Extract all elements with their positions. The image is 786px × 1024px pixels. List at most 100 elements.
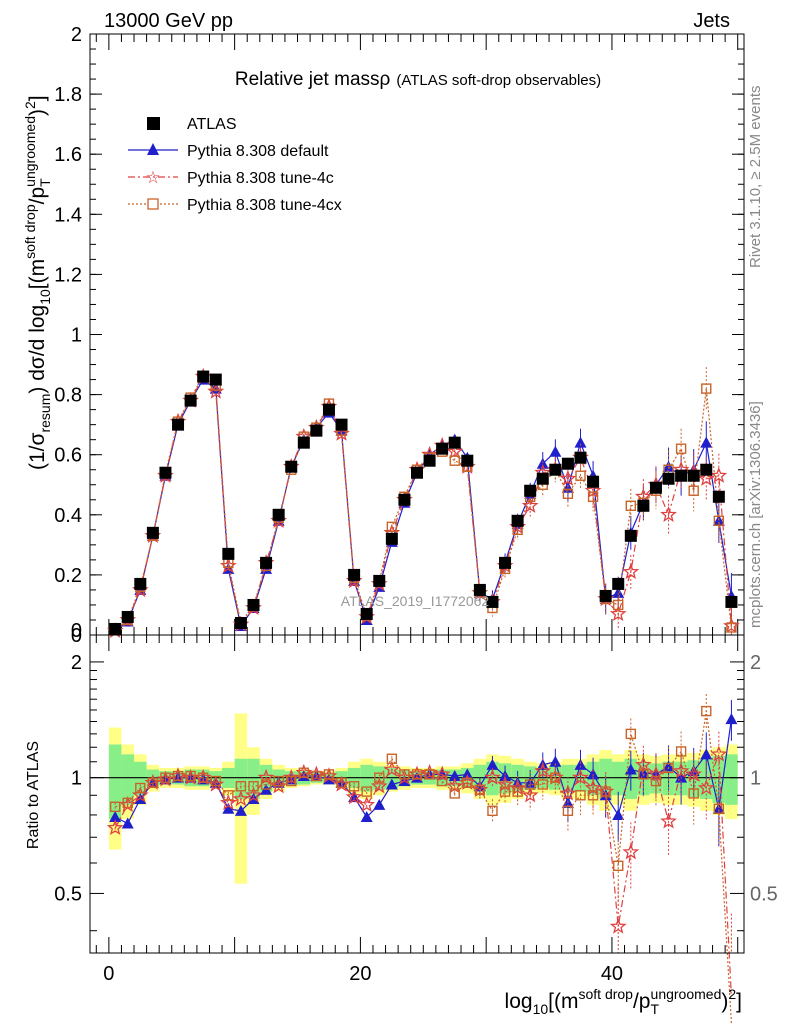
ratio-point-tune4cx bbox=[701, 705, 712, 717]
ratio-y-tick-label-right: 1 bbox=[750, 768, 761, 790]
ratio-point-tune4cx bbox=[638, 769, 649, 780]
ratio-point-tune4c bbox=[383, 760, 401, 777]
band-inner-bin bbox=[134, 761, 147, 796]
y-tick-label: 1.2 bbox=[54, 264, 82, 286]
point-default bbox=[549, 445, 562, 457]
legend-label-default: Pythia 8.308 default bbox=[187, 143, 329, 160]
point-atlas bbox=[398, 493, 411, 506]
ratio-point-default bbox=[121, 817, 134, 829]
ratio-point-tune4cx bbox=[474, 784, 486, 796]
point-tune4c bbox=[446, 442, 464, 459]
y-tick-label: 0.2 bbox=[54, 565, 82, 587]
ratio-point-default bbox=[234, 804, 247, 816]
line-tune4c bbox=[114, 375, 732, 632]
point-atlas bbox=[297, 436, 310, 449]
point-atlas bbox=[197, 370, 210, 383]
ratio-point-default bbox=[612, 808, 625, 820]
ratio-point-default bbox=[549, 755, 562, 767]
point-atlas bbox=[335, 418, 348, 431]
ratio-point-tune4cx bbox=[562, 805, 574, 817]
ratio-point-default bbox=[587, 768, 600, 780]
ratio-point-default bbox=[222, 802, 235, 814]
ratio-point-tune4c bbox=[572, 768, 589, 785]
ratio-point-default bbox=[637, 766, 650, 778]
point-atlas bbox=[272, 508, 285, 521]
ratio-point-tune4cx bbox=[185, 770, 196, 782]
ratio-point-tune4c bbox=[245, 786, 262, 803]
point-atlas bbox=[234, 616, 247, 629]
y-tick-label: 0 bbox=[71, 620, 82, 642]
ratio-point-tune4cx bbox=[172, 770, 184, 782]
ratio-point-tune4cx bbox=[487, 805, 498, 817]
ratio-point-tune4cx bbox=[223, 790, 234, 801]
ratio-point-tune4cx bbox=[386, 753, 398, 764]
point-atlas bbox=[360, 607, 373, 620]
point-atlas bbox=[448, 436, 461, 449]
svg-text:(1/σresum) dσ/d log10[(msoft d: (1/σresum) dσ/d log10[(msoft drop/pTungr… bbox=[22, 95, 53, 470]
point-atlas bbox=[411, 466, 423, 479]
point-default bbox=[209, 382, 222, 394]
point-atlas bbox=[322, 403, 335, 416]
ratio-point-tune4cx bbox=[499, 786, 511, 797]
point-atlas bbox=[561, 457, 574, 470]
point-atlas bbox=[373, 574, 386, 587]
point-atlas bbox=[574, 451, 587, 464]
ratio-point-tune4cx bbox=[675, 746, 687, 757]
point-atlas bbox=[624, 529, 637, 542]
line-tune4cx bbox=[114, 375, 732, 631]
ratio-point-tune4cx bbox=[399, 769, 410, 780]
point-tune4c bbox=[710, 466, 728, 483]
ratio-point-tune4cx bbox=[248, 781, 259, 792]
ratio-point-tune4c bbox=[622, 843, 640, 860]
watermark: ATLAS_2019_I1772062 bbox=[341, 593, 490, 609]
x-tick-label: 0 bbox=[103, 963, 114, 985]
ratio-point-tune4c bbox=[660, 812, 677, 829]
y-tick-label: 1.6 bbox=[54, 144, 82, 166]
ratio-point-tune4c bbox=[710, 745, 728, 762]
point-atlas bbox=[549, 463, 562, 476]
ratio-point-tune4cx bbox=[336, 777, 347, 788]
data-series bbox=[106, 367, 740, 1024]
ratio-point-tune4cx bbox=[260, 779, 272, 790]
y-tick-label: 0.4 bbox=[54, 505, 82, 527]
point-default bbox=[612, 586, 625, 598]
ratio-point-tune4c bbox=[106, 819, 124, 836]
ratio-point-tune4c bbox=[685, 765, 702, 782]
legend-label-tune4c: Pythia 8.308 tune-4c bbox=[187, 170, 334, 187]
ratio-point-tune4cx bbox=[587, 790, 599, 801]
point-tune4c bbox=[622, 563, 640, 580]
point-atlas bbox=[222, 547, 235, 560]
point-tune4cx bbox=[449, 455, 460, 466]
header-right: Jets bbox=[693, 10, 730, 32]
ratio-point-tune4cx bbox=[650, 775, 662, 787]
point-atlas bbox=[159, 466, 172, 479]
point-atlas bbox=[209, 373, 222, 386]
ratio-y-tick-label: 1 bbox=[71, 768, 82, 790]
point-tune4cx bbox=[675, 443, 687, 454]
band-inner-bin bbox=[108, 744, 122, 820]
point-atlas bbox=[486, 595, 499, 608]
point-atlas bbox=[637, 499, 650, 512]
side-note-mcplots: mcplots.cern.ch [arXiv:1306.3436] bbox=[747, 401, 764, 628]
ratio-point-tune4cx bbox=[147, 777, 159, 788]
point-atlas bbox=[310, 424, 323, 437]
ratio-point-default bbox=[486, 758, 499, 770]
point-tune4cx bbox=[575, 470, 586, 481]
plot-title: Relative jet massρ (ATLAS soft-drop obser… bbox=[235, 69, 601, 90]
ratio-point-default bbox=[461, 768, 474, 780]
y-tick-label: 0.6 bbox=[54, 445, 82, 467]
ratio-uncertainty-bands bbox=[90, 713, 744, 884]
ratio-point-default bbox=[360, 811, 373, 823]
ratio-point-tune4c bbox=[484, 768, 501, 785]
point-default bbox=[536, 457, 549, 469]
point-atlas bbox=[511, 514, 524, 527]
ratio-point-tune4cx bbox=[210, 775, 221, 787]
ratio-point-tune4cx bbox=[713, 803, 725, 815]
point-atlas bbox=[109, 622, 122, 635]
ratio-point-tune4cx bbox=[109, 801, 121, 813]
point-tune4c bbox=[660, 505, 677, 522]
point-atlas bbox=[285, 460, 298, 473]
x-tick-label: 20 bbox=[349, 963, 371, 985]
side-note-rivet: Rivet 3.1.10, ≥ 2.5M events bbox=[747, 86, 764, 269]
ratio-point-default bbox=[700, 748, 713, 760]
